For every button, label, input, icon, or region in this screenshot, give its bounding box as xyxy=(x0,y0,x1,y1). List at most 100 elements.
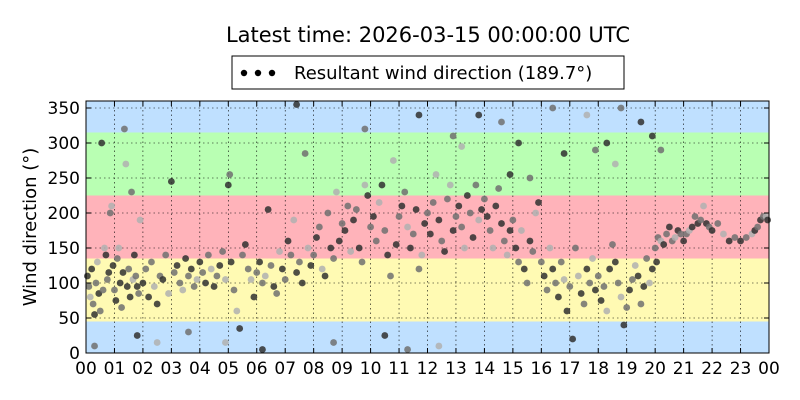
data-point xyxy=(731,234,739,241)
data-point xyxy=(472,181,480,189)
y-tick-label: 200 xyxy=(48,204,80,224)
data-point xyxy=(185,272,192,280)
data-point xyxy=(407,244,414,252)
data-point xyxy=(643,255,651,262)
data-point xyxy=(102,251,110,259)
data-point xyxy=(276,248,283,255)
x-tick-label: 09 xyxy=(331,359,353,379)
data-point xyxy=(529,248,537,255)
data-point xyxy=(421,220,429,227)
data-point xyxy=(677,230,685,238)
data-point xyxy=(290,216,298,224)
data-points xyxy=(84,101,771,353)
data-point xyxy=(244,265,252,273)
x-tick-label: 14 xyxy=(474,359,496,379)
data-point xyxy=(111,286,118,294)
data-point xyxy=(671,234,679,241)
data-point xyxy=(592,146,599,154)
data-point xyxy=(91,342,98,350)
x-tick-label: 16 xyxy=(531,359,553,379)
data-point xyxy=(432,171,440,178)
data-point xyxy=(478,206,485,213)
data-point xyxy=(617,104,625,112)
data-point xyxy=(145,293,153,301)
data-point xyxy=(327,244,335,252)
data-point xyxy=(486,227,494,234)
x-tick-label: 17 xyxy=(559,359,581,379)
data-point xyxy=(112,297,120,304)
data-point xyxy=(135,290,143,297)
data-point xyxy=(330,255,337,262)
data-point xyxy=(121,125,128,133)
data-point xyxy=(555,293,562,301)
data-point xyxy=(500,237,508,245)
data-point xyxy=(338,220,346,227)
data-point xyxy=(518,227,525,234)
x-tick-label: 18 xyxy=(587,359,609,379)
data-point xyxy=(321,272,329,280)
y-tick-label: 100 xyxy=(48,274,80,294)
x-tick-label: 13 xyxy=(445,359,467,379)
data-point xyxy=(492,202,500,210)
data-point xyxy=(495,185,503,192)
data-point xyxy=(535,199,542,206)
data-point xyxy=(404,346,411,353)
data-point xyxy=(222,276,229,283)
data-point xyxy=(335,237,343,245)
data-point xyxy=(569,335,577,343)
data-point xyxy=(91,311,98,318)
x-tick-label: 21 xyxy=(673,359,695,379)
data-point xyxy=(458,143,466,150)
data-point xyxy=(424,209,431,217)
x-tick-label: 10 xyxy=(360,359,382,379)
data-point xyxy=(330,339,337,346)
x-tick-label: 08 xyxy=(303,359,325,379)
data-point xyxy=(509,216,517,224)
data-point xyxy=(307,262,315,269)
data-point xyxy=(224,181,232,189)
data-point xyxy=(600,283,608,290)
data-point xyxy=(637,300,645,308)
data-point xyxy=(256,258,263,266)
x-tick-label: 02 xyxy=(132,359,154,379)
y-tick-label: 0 xyxy=(69,344,80,364)
data-point xyxy=(546,244,554,252)
data-point xyxy=(549,265,557,273)
data-point xyxy=(370,213,377,220)
data-point xyxy=(603,307,611,315)
data-point xyxy=(589,255,596,262)
data-point xyxy=(318,265,326,273)
data-point xyxy=(631,262,639,269)
x-tick-label: 07 xyxy=(274,359,296,379)
data-point xyxy=(392,241,400,248)
data-point xyxy=(506,171,514,178)
data-point xyxy=(315,223,323,231)
data-point xyxy=(259,279,266,287)
data-point xyxy=(629,276,636,283)
data-point xyxy=(99,286,107,294)
data-point xyxy=(324,209,332,217)
data-point xyxy=(204,251,212,259)
data-point xyxy=(296,258,303,266)
x-tick-label: 03 xyxy=(161,359,183,379)
data-point xyxy=(261,272,269,280)
data-point xyxy=(438,237,446,245)
data-point xyxy=(193,276,201,283)
data-point xyxy=(364,192,372,199)
data-point xyxy=(219,248,227,255)
data-point xyxy=(301,150,309,157)
data-point xyxy=(552,279,559,287)
data-point xyxy=(222,339,229,346)
data-point xyxy=(165,290,172,297)
data-point xyxy=(560,276,568,283)
data-point xyxy=(182,255,190,262)
chart-title: Latest time: 2026-03-15 00:00:00 UTC xyxy=(226,23,630,47)
data-point xyxy=(196,258,204,266)
data-point xyxy=(101,244,108,252)
data-point xyxy=(691,213,699,220)
data-point xyxy=(737,237,744,245)
data-point xyxy=(384,251,392,259)
data-point xyxy=(515,139,522,147)
data-point xyxy=(697,216,705,224)
data-point xyxy=(372,237,380,245)
